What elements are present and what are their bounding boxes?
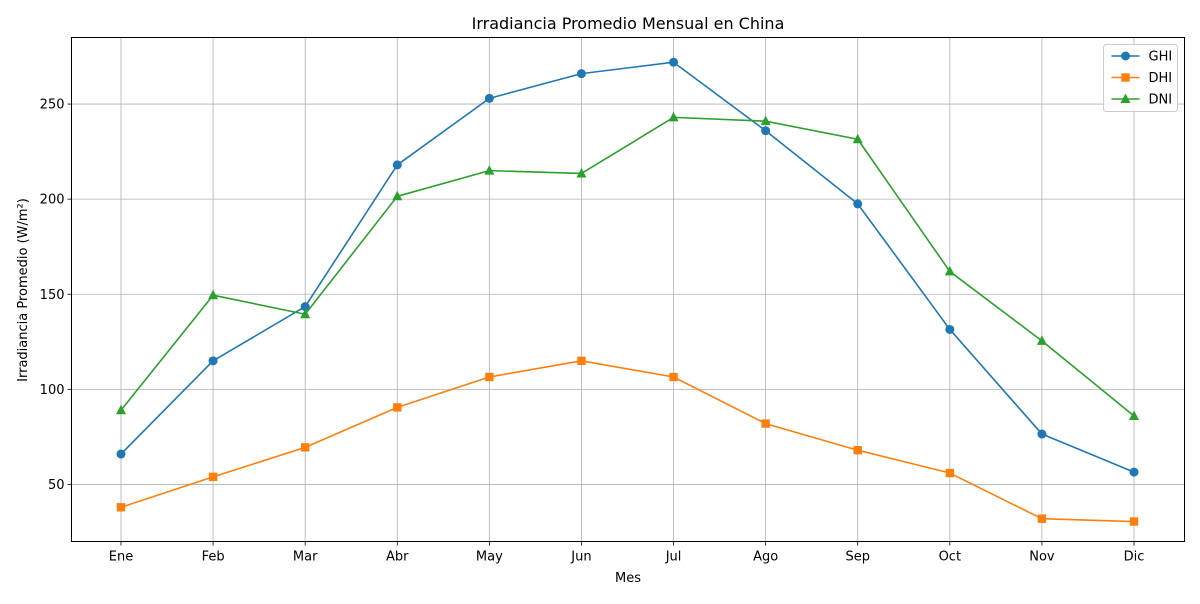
data-point-ghi — [853, 199, 863, 209]
data-point-ghi — [116, 449, 126, 459]
legend-label-ghi: GHI — [1149, 50, 1173, 65]
data-point-dni — [300, 308, 311, 319]
data-point-dhi — [945, 468, 955, 478]
data-point-dni — [576, 167, 587, 178]
y-tick-label: 200 — [40, 193, 65, 208]
x-axis-ticks: Ene Feb Mar Abr May Jun Jul Ago Sep Oct Nov Dic — [109, 541, 1145, 565]
series-layer — [116, 57, 1139, 526]
data-point-dhi — [577, 356, 586, 366]
data-point-ghi — [1129, 467, 1139, 477]
data-point-dni — [760, 115, 771, 126]
data-point-ghi — [484, 93, 494, 103]
data-point-ghi — [1037, 429, 1047, 439]
data-point-dni — [852, 133, 863, 144]
x-tick-label: Abr — [386, 550, 409, 565]
x-tick-label: Dic — [1124, 550, 1145, 565]
data-point-dni — [208, 289, 219, 300]
x-tick-label: Mar — [293, 550, 318, 565]
data-point-ghi — [945, 324, 955, 334]
y-axis-label: Irradiancia Promedio (W/m²) — [16, 198, 31, 382]
chart-title: Irradiancia Promedio Mensual en China — [472, 14, 785, 33]
x-tick-label: Jul — [665, 550, 682, 565]
data-point-dni — [116, 404, 126, 415]
x-tick-label: Oct — [939, 550, 961, 565]
series-line-ghi — [120, 61, 1135, 473]
legend: GHI DHI DNI — [1103, 44, 1178, 112]
data-point-dhi — [116, 503, 126, 512]
legend-label-dhi: DHI — [1149, 71, 1173, 86]
legend-box — [1103, 44, 1178, 112]
data-point-dhi — [485, 372, 494, 382]
x-axis-label: Mes — [615, 571, 641, 586]
y-axis-ticks: 50 100 150 200 250 — [40, 98, 72, 493]
x-tick-label: Ago — [753, 550, 778, 565]
data-point-dhi — [853, 446, 862, 455]
legend-marker-ghi — [1121, 51, 1130, 61]
x-tick-label: Sep — [845, 550, 870, 565]
series-dhi — [116, 356, 1139, 526]
data-point-ghi — [576, 69, 586, 79]
data-point-ghi — [392, 160, 402, 170]
data-point-dni — [392, 190, 403, 201]
legend-marker-dni — [1120, 93, 1131, 103]
x-tick-label: Ene — [109, 550, 133, 565]
legend-marker-dhi — [1121, 73, 1130, 82]
y-tick-label: 100 — [40, 383, 65, 398]
data-point-dni — [1036, 335, 1047, 345]
data-point-ghi — [208, 356, 218, 366]
data-point-dni — [1129, 410, 1139, 420]
x-tick-label: Nov — [1029, 550, 1055, 565]
y-tick-label: 150 — [40, 288, 65, 303]
data-point-dhi — [1037, 514, 1047, 523]
data-point-dhi — [393, 403, 402, 412]
y-tick-label: 50 — [48, 478, 65, 493]
data-point-dni — [668, 111, 679, 122]
data-point-ghi — [669, 57, 679, 67]
series-line-dhi — [120, 360, 1135, 523]
data-point-ghi — [300, 302, 310, 312]
x-tick-label: Jun — [570, 550, 591, 565]
series-ghi — [116, 57, 1139, 477]
x-tick-label: Feb — [202, 550, 225, 565]
grid — [71, 37, 1185, 542]
data-point-dhi — [208, 472, 218, 482]
plot-area-frame — [71, 37, 1185, 542]
legend-label-dni: DNI — [1149, 93, 1173, 108]
y-tick-label: 250 — [40, 98, 65, 113]
data-point-dni — [944, 265, 955, 276]
data-point-dhi — [300, 443, 310, 452]
data-point-dhi — [761, 419, 770, 428]
x-tick-label: May — [476, 550, 503, 565]
data-point-ghi — [761, 126, 771, 136]
series-dni — [116, 111, 1139, 420]
data-point-dhi — [669, 372, 678, 382]
data-point-dhi — [1129, 517, 1139, 526]
series-line-dni — [120, 116, 1135, 417]
data-point-dni — [484, 165, 495, 175]
